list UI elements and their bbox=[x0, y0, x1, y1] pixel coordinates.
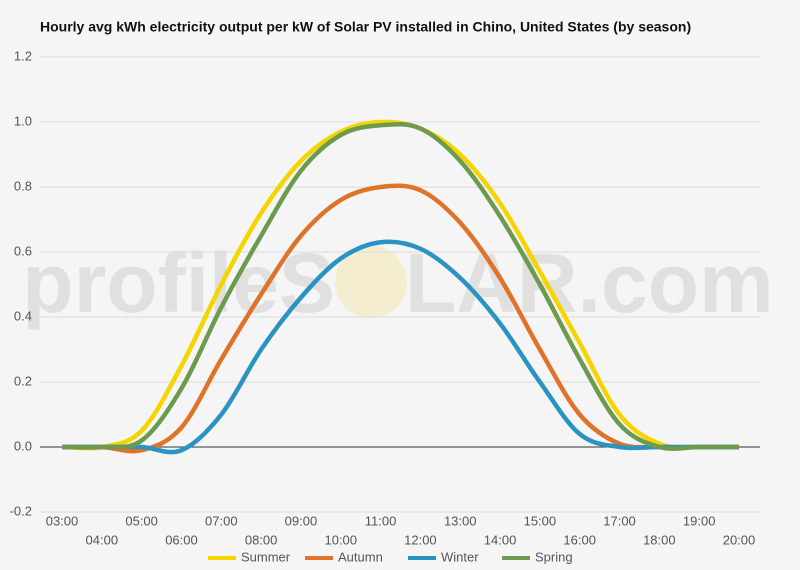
x-tick-label: 15:00 bbox=[524, 513, 557, 528]
x-tick-label: 03:00 bbox=[46, 513, 79, 528]
x-tick-label: 19:00 bbox=[683, 513, 716, 528]
x-tick-label: 07:00 bbox=[205, 513, 238, 528]
y-tick-label: 1.0 bbox=[14, 113, 32, 128]
x-tick-label: 06:00 bbox=[165, 532, 198, 547]
y-tick-label: 0.4 bbox=[14, 308, 32, 323]
x-tick-label: 16:00 bbox=[563, 532, 596, 547]
x-tick-label: 14:00 bbox=[484, 532, 517, 547]
y-tick-label: 0.2 bbox=[14, 373, 32, 388]
x-tick-label: 04:00 bbox=[86, 532, 119, 547]
x-tick-label: 13:00 bbox=[444, 513, 477, 528]
legend-label: Autumn bbox=[338, 549, 383, 564]
x-tick-label: 11:00 bbox=[365, 513, 397, 528]
x-tick-label: 08:00 bbox=[245, 532, 278, 547]
legend-swatch bbox=[305, 556, 333, 560]
series-line bbox=[61, 183, 739, 454]
legend-label: Summer bbox=[241, 549, 291, 564]
y-tick-label: -0.2 bbox=[10, 503, 32, 518]
y-tick-label: 0.6 bbox=[14, 243, 32, 258]
x-tick-label: 12:00 bbox=[404, 532, 437, 547]
x-tick-label: 09:00 bbox=[285, 513, 318, 528]
legend-label: Spring bbox=[535, 549, 573, 564]
x-tick-label: 20:00 bbox=[723, 532, 756, 547]
watermark-text: LAR.com bbox=[405, 236, 774, 330]
x-tick-label: 17:00 bbox=[603, 513, 636, 528]
x-tick-label: 10:00 bbox=[324, 532, 357, 547]
legend-swatch bbox=[208, 556, 236, 560]
y-tick-label: 0.0 bbox=[14, 438, 32, 453]
x-tick-label: 18:00 bbox=[643, 532, 676, 547]
y-tick-label: 1.2 bbox=[14, 48, 32, 63]
chart-title: Hourly avg kWh electricity output per kW… bbox=[40, 19, 691, 35]
legend-label: Winter bbox=[441, 549, 479, 564]
series-line bbox=[61, 121, 739, 451]
watermark-sun bbox=[335, 246, 407, 318]
legend-swatch bbox=[408, 556, 436, 560]
y-tick-label: 0.8 bbox=[14, 178, 32, 193]
x-tick-label: 05:00 bbox=[125, 513, 158, 528]
series-line bbox=[62, 239, 739, 455]
legend-swatch bbox=[502, 556, 530, 560]
